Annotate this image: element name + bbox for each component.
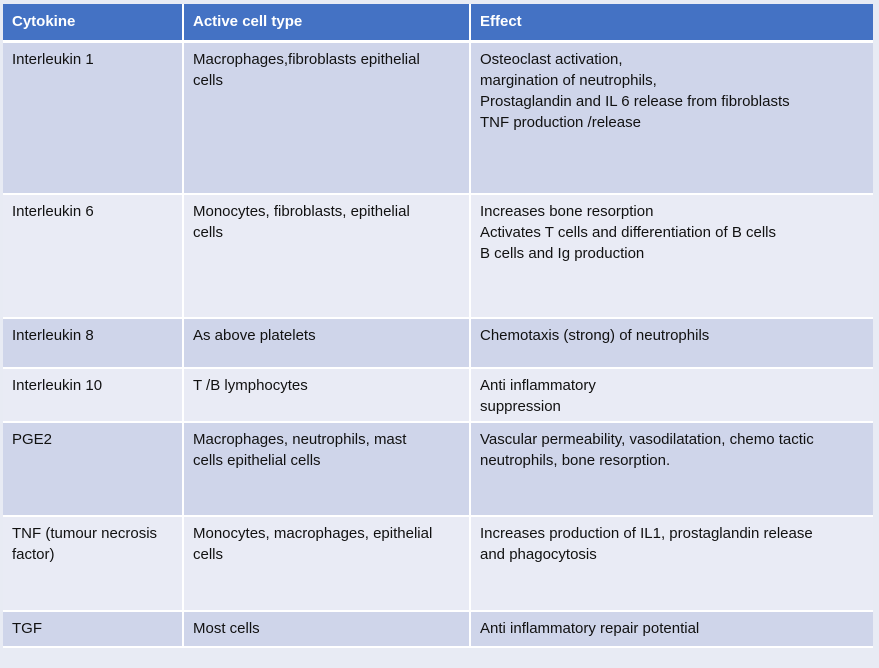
cell-text: PGE2 (12, 430, 53, 448)
table-row: TGF Most cells Anti inflammatory repair … (3, 610, 873, 648)
cell-text: Anti inflammatory repair potential (480, 619, 700, 637)
cell-text: margination of neutrophils, (480, 72, 657, 89)
cell-cytokine: Interleukin 6 (3, 193, 184, 319)
table-row: TNF (tumour necrosis factor) Monocytes, … (3, 515, 873, 612)
cell-text: Macrophages, neutrophils, mast (193, 430, 407, 448)
header-cytokine: Cytokine (3, 4, 184, 43)
table-row: Interleukin 8 As above platelets Chemota… (3, 317, 873, 369)
cell-text: T /B lymphocytes (193, 376, 308, 394)
table-row: PGE2 Macrophages, neutrophils, mast cell… (3, 421, 873, 517)
table-header-row: Cytokine Active cell type Effect (3, 4, 873, 43)
cell-effect: Increases production of IL1, prostagland… (470, 515, 873, 612)
cell-effect: Increases bone resorption Activates T ce… (470, 193, 873, 319)
cell-text: Interleukin 1 (12, 51, 94, 68)
cell-effect: Anti inflammatory repair potential (470, 610, 873, 648)
cell-text: Anti inflammatory (480, 376, 596, 394)
cell-text: Increases bone resorption (480, 202, 654, 220)
cell-text: Osteoclast activation, (480, 51, 623, 68)
cell-cell-type: Macrophages, neutrophils, mast cells epi… (183, 421, 471, 517)
table-row: Interleukin 6 Monocytes, fibroblasts, ep… (3, 193, 873, 319)
cell-text: Macrophages,fibroblasts epithelial (193, 51, 420, 68)
cell-cytokine: TGF (3, 610, 184, 648)
cell-text: Monocytes, macrophages, epithelial (193, 524, 433, 542)
cell-effect: Anti inflammatory suppression (470, 367, 873, 423)
cell-text: cells epithelial cells (193, 451, 321, 469)
cell-text: As above platelets (193, 326, 316, 344)
cell-effect: Chemotaxis (strong) of neutrophils (470, 317, 873, 369)
cell-text: Activates T cells and differentiation of… (480, 223, 776, 241)
cell-cytokine: Interleukin 1 (3, 41, 184, 195)
cell-text: TNF production /release (480, 114, 641, 131)
cell-text: Prostaglandin and IL 6 release from fibr… (480, 93, 790, 110)
cell-text: Interleukin 8 (12, 326, 94, 344)
cell-text: TGF (12, 619, 42, 637)
cell-text: factor) (12, 545, 55, 563)
header-active-cell-type: Active cell type (183, 4, 471, 43)
cell-text: Vascular permeability, vasodilatation, c… (480, 430, 814, 448)
cell-text: Interleukin 6 (12, 202, 94, 220)
cell-cell-type: Macrophages,fibroblasts epithelial cells (183, 41, 471, 195)
cell-text: cells (193, 223, 224, 241)
cell-cytokine: Interleukin 10 (3, 367, 184, 423)
cell-text: and phagocytosis (480, 545, 597, 563)
cell-effect: Osteoclast activation, margination of ne… (470, 41, 873, 195)
cell-cytokine: TNF (tumour necrosis factor) (3, 515, 184, 612)
table-row: Interleukin 10 T /B lymphocytes Anti inf… (3, 367, 873, 423)
cell-text: B cells and Ig production (480, 244, 645, 262)
cytokine-table: Cytokine Active cell type Effect Interle… (3, 4, 873, 648)
cell-cell-type: Monocytes, fibroblasts, epithelial cells (183, 193, 471, 319)
cell-text: Interleukin 10 (12, 376, 103, 394)
cell-text: Monocytes, fibroblasts, epithelial (193, 202, 410, 220)
cell-text: suppression (480, 397, 561, 415)
cell-text: neutrophils, bone resorption. (480, 451, 671, 469)
cell-text: cells (193, 545, 224, 563)
cell-text: Most cells (193, 619, 260, 637)
cell-cell-type: Monocytes, macrophages, epithelial cells (183, 515, 471, 612)
cell-text: Increases production of IL1, prostagland… (480, 524, 813, 542)
header-effect: Effect (470, 4, 873, 43)
cell-cytokine: PGE2 (3, 421, 184, 517)
cell-text: cells (193, 72, 224, 89)
cell-cytokine: Interleukin 8 (3, 317, 184, 369)
cell-cell-type: T /B lymphocytes (183, 367, 471, 423)
cell-text: TNF (tumour necrosis (12, 524, 158, 542)
cell-cell-type: Most cells (183, 610, 471, 648)
cell-cell-type: As above platelets (183, 317, 471, 369)
table-row: Interleukin 1 Macrophages,fibroblasts ep… (3, 41, 873, 195)
cell-text: Chemotaxis (strong) of neutrophils (480, 326, 710, 344)
cell-effect: Vascular permeability, vasodilatation, c… (470, 421, 873, 517)
